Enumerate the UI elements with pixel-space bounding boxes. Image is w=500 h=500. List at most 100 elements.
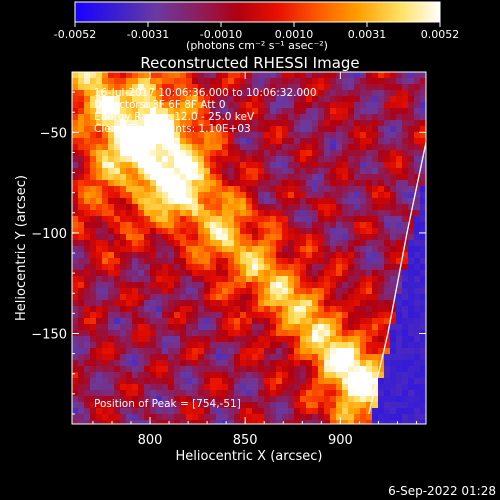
heatmap-cell [234,114,241,121]
heatmap-cell [270,162,277,169]
heatmap-cell [342,96,349,103]
heatmap-cell [114,408,121,415]
heatmap-cell [354,402,361,409]
heatmap-cell [210,90,217,97]
heatmap-cell [384,384,391,391]
heatmap-cell [222,204,229,211]
heatmap-cell [96,144,103,151]
heatmap-cell [408,312,415,319]
heatmap-cell [162,240,169,247]
heatmap-cell [312,90,319,97]
heatmap-cell [378,144,385,151]
heatmap-cell [138,144,145,151]
heatmap-cell [216,234,223,241]
heatmap-cell [72,180,79,187]
heatmap-cell [132,192,139,199]
heatmap-cell [342,360,349,367]
heatmap-cell [216,396,223,403]
heatmap-cell [150,126,157,133]
heatmap-cell [186,162,193,169]
heatmap-cell [150,330,157,337]
heatmap-cell [234,180,241,187]
heatmap-cell [252,228,259,235]
x-tick-label: 900 [328,433,353,448]
heatmap-cell [378,228,385,235]
heatmap-cell [132,144,139,151]
heatmap-cell [336,342,343,349]
heatmap-cell [366,90,373,97]
heatmap-cell [336,102,343,109]
heatmap-cell [366,222,373,229]
heatmap-cell [276,144,283,151]
heatmap-cell [282,162,289,169]
heatmap-cell [294,402,301,409]
heatmap-cell [198,96,205,103]
heatmap-cell [150,192,157,199]
heatmap-cell [276,210,283,217]
x-tick-label: 850 [233,433,258,448]
heatmap-cell [96,408,103,415]
heatmap-cell [210,366,217,373]
heatmap-cell [114,192,121,199]
heatmap-cell [330,276,337,283]
heatmap-cell [192,300,199,307]
heatmap-cell [324,120,331,127]
heatmap-cell [96,162,103,169]
heatmap-cell [414,288,421,295]
heatmap-cell [72,78,79,85]
heatmap-cell [228,348,235,355]
heatmap-cell [150,168,157,175]
heatmap-cell [408,348,415,355]
heatmap-cell [264,78,271,85]
heatmap-cell [150,198,157,205]
heatmap-cell [144,144,151,151]
heatmap-cell [204,186,211,193]
heatmap-cell [126,120,133,127]
heatmap-cell [72,378,79,385]
heatmap-cell [288,234,295,241]
heatmap-cell [342,396,349,403]
heatmap-cell [288,420,295,424]
heatmap-cell [324,132,331,139]
heatmap-cell [126,174,133,181]
heatmap-cell [96,180,103,187]
heatmap-cell [390,216,397,223]
heatmap-cell [390,414,397,421]
heatmap-cell [342,402,349,409]
heatmap-cell [210,318,217,325]
heatmap-cell [318,264,325,271]
heatmap-cell [252,84,259,91]
heatmap-cell [126,288,133,295]
heatmap-cell [84,282,91,289]
heatmap-cell [300,228,307,235]
heatmap-cell [132,294,139,301]
heatmap-cell [378,252,385,259]
heatmap-cell [390,126,397,133]
heatmap-cell [180,78,187,85]
heatmap-cell [318,396,325,403]
heatmap-cell [246,420,253,424]
heatmap-cell [102,330,109,337]
heatmap-cell [354,186,361,193]
heatmap-cell [258,186,265,193]
heatmap-cell [72,234,79,241]
heatmap-cell [258,138,265,145]
heatmap-cell [132,102,139,109]
heatmap-cell [246,354,253,361]
heatmap-cell [132,252,139,259]
heatmap-cell [150,114,157,121]
heatmap-cell [150,210,157,217]
heatmap-cell [150,144,157,151]
heatmap-cell [90,102,97,109]
heatmap-cell [378,96,385,103]
heatmap-cell [90,390,97,397]
heatmap-cell [192,252,199,259]
heatmap-cell [324,306,331,313]
heatmap-cell [198,252,205,259]
heatmap-cell [132,168,139,175]
heatmap-cell [84,96,91,103]
heatmap-cell [402,168,409,175]
heatmap-cell [150,402,157,409]
heatmap-cell [78,258,85,265]
heatmap-cell [402,300,409,307]
